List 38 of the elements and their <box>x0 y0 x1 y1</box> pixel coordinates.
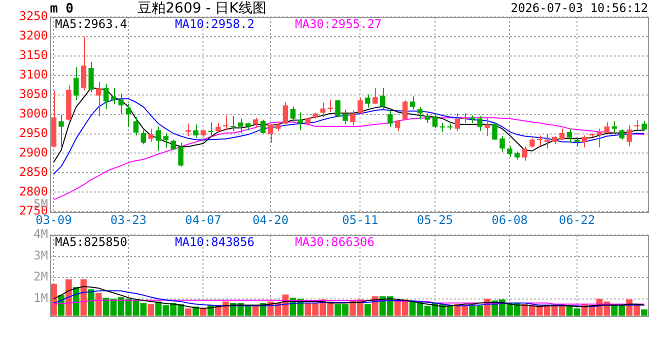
text: 2026-07-03 10:56:12 <box>510 1 648 16</box>
candlestick <box>365 94 370 108</box>
text: MA30:2955.27 <box>295 17 382 32</box>
candlestick <box>634 120 640 130</box>
y-tick-label: 2800 <box>19 184 48 198</box>
y-tick-label: 3050 <box>19 86 48 101</box>
y-tick-label: 3M <box>34 248 48 262</box>
candlestick <box>589 132 595 138</box>
text: MA10:843856 <box>175 235 254 250</box>
x-tick-label: 05-11 <box>342 212 378 227</box>
x-tick-label: 03-23 <box>110 212 147 227</box>
y-tick-label: 3200 <box>19 28 48 43</box>
text: MA10:2958.2 <box>175 17 254 32</box>
x-tick-label: 05-25 <box>416 212 454 227</box>
candlestick <box>312 112 318 120</box>
x-tick-label: 04-07 <box>185 212 222 227</box>
candlestick <box>514 151 520 160</box>
y-tick-label: 3150 <box>19 48 48 62</box>
candlestick <box>223 114 228 131</box>
text: m 0 <box>50 1 74 16</box>
candlestick <box>372 87 378 105</box>
y-tick-label: 3000 <box>19 106 48 120</box>
text: MA5:825850 <box>55 235 128 250</box>
x-tick-label: 06-22 <box>558 212 596 227</box>
y-tick-label: 3250 <box>19 9 48 24</box>
y-tick-label: 2950 <box>19 126 48 140</box>
y-tick-label: 2900 <box>19 145 48 160</box>
y-tick-label: 2850 <box>19 164 48 179</box>
x-tick-label: 06-08 <box>492 212 528 227</box>
candlestick <box>328 99 333 112</box>
y-tick-label: 1M <box>34 290 48 305</box>
x-tick-label: 04-20 <box>252 212 289 227</box>
y-tick-label: 4M <box>34 227 48 242</box>
text: MA30:866306 <box>295 235 374 250</box>
chart-title: 豆粕2609 - 日K线图 <box>138 0 266 17</box>
y-tick-label: 3100 <box>19 68 48 82</box>
y-tick-label: 2M <box>34 270 48 284</box>
text: MA5:2963.4 <box>55 17 128 32</box>
